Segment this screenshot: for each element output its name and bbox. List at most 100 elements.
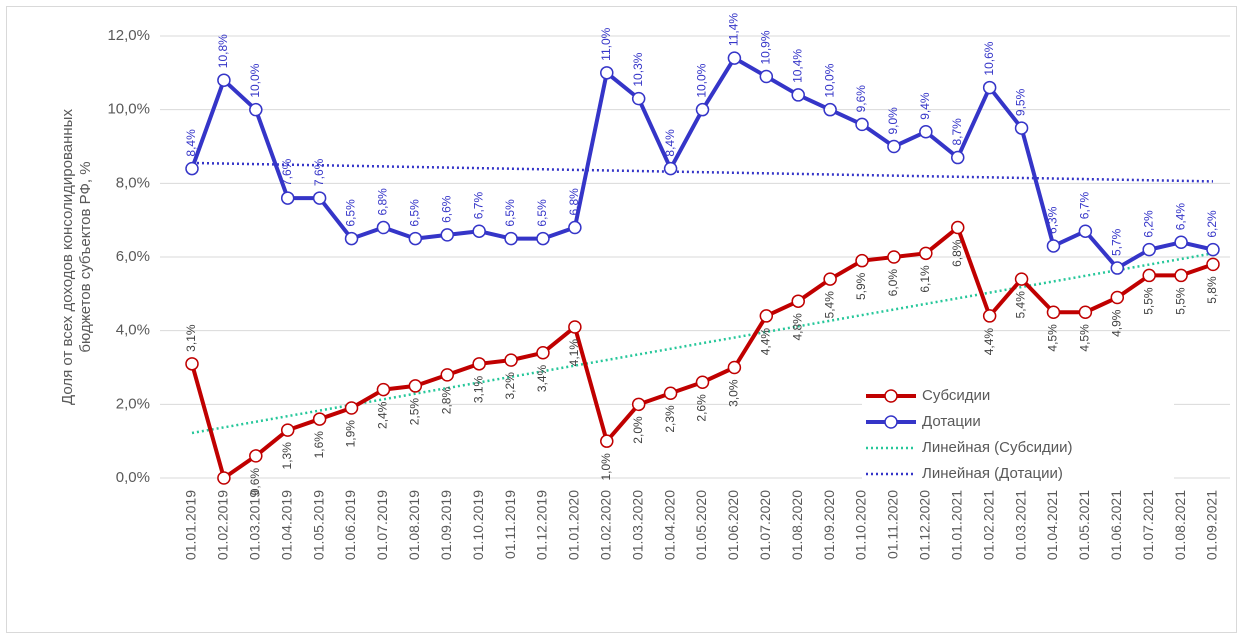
marker (951, 220, 965, 235)
x-tick-label: 01.07.2019 (374, 490, 390, 560)
marker (791, 294, 805, 308)
data-label: 3,2% (503, 372, 517, 400)
marker (1046, 305, 1061, 319)
data-label: 9,0% (886, 107, 900, 135)
legend-marker (884, 415, 898, 429)
marker (568, 320, 582, 334)
data-label: 11,4% (727, 13, 741, 46)
x-tick-label: 01.01.2020 (566, 490, 582, 560)
marker (727, 360, 742, 375)
marker (759, 309, 774, 323)
marker (376, 382, 391, 397)
data-label: 4,8% (790, 313, 804, 341)
data-label: 6,1% (918, 265, 932, 293)
x-tick-label: 01.03.2021 (1012, 490, 1028, 560)
marker (280, 191, 295, 205)
data-label: 2,6% (695, 394, 709, 422)
marker (982, 309, 997, 323)
marker (312, 412, 327, 426)
marker (472, 224, 486, 238)
x-tick-label: 01.01.2019 (183, 490, 199, 560)
y-axis-label: бюджетов субъектов РФ, % (77, 161, 94, 352)
x-tick-label: 01.02.2021 (980, 490, 996, 560)
marker (1174, 268, 1188, 283)
marker (1206, 257, 1220, 272)
x-tick-label: 01.12.2020 (917, 490, 933, 560)
data-label: 6,8% (567, 188, 581, 216)
marker (919, 246, 933, 261)
data-label: 4,4% (982, 328, 996, 356)
data-label: 1,9% (344, 420, 358, 448)
legend-label: Дотации (922, 413, 981, 430)
marker (663, 161, 678, 176)
marker (663, 386, 678, 401)
data-label: 5,4% (1014, 291, 1028, 319)
marker (408, 231, 423, 246)
marker (1206, 242, 1220, 257)
data-label: 6,5% (408, 199, 422, 227)
data-label: 3,4% (535, 364, 549, 392)
data-label: 5,8% (1205, 276, 1219, 304)
x-tick-label: 01.10.2020 (853, 490, 869, 560)
x-tick-label: 01.09.2021 (1204, 490, 1220, 560)
marker (1142, 268, 1156, 283)
x-tick-label: 01.02.2020 (597, 490, 613, 560)
marker (695, 102, 710, 117)
data-label: 6,7% (471, 192, 485, 220)
marker (1078, 305, 1093, 319)
marker (631, 397, 646, 412)
data-label: 4,5% (1046, 324, 1060, 352)
y-tick-label: 10,0% (107, 101, 150, 118)
data-label: 6,5% (503, 199, 517, 227)
data-label: 2,5% (408, 398, 422, 426)
data-label: 6,2% (1141, 210, 1155, 238)
data-label: 0,6% (248, 468, 262, 496)
data-label: 6,2% (1205, 210, 1219, 238)
marker (1174, 235, 1188, 250)
data-label: 5,5% (1141, 287, 1155, 315)
x-tick-label: 01.01.2021 (948, 490, 964, 560)
marker (536, 231, 550, 246)
marker (185, 161, 199, 176)
y-tick-label: 12,0% (107, 27, 150, 44)
x-tick-label: 01.02.2019 (215, 490, 231, 560)
x-tick-label: 01.06.2019 (342, 490, 358, 560)
marker (344, 401, 359, 415)
data-label: 6,5% (535, 199, 549, 227)
data-label: 8,7% (950, 118, 964, 146)
data-label: 10,3% (631, 52, 645, 86)
data-label: 2,0% (631, 416, 645, 444)
x-tick-label: 01.04.2020 (661, 490, 677, 560)
y-tick-label: 4,0% (116, 322, 150, 339)
data-label: 4,9% (1109, 309, 1123, 337)
marker (855, 253, 869, 268)
data-label: 6,0% (886, 269, 900, 297)
marker (1110, 290, 1125, 305)
data-label: 3,1% (184, 324, 198, 352)
data-label: 5,7% (1109, 228, 1123, 256)
marker (536, 346, 550, 360)
data-label: 10,8% (216, 34, 230, 68)
x-tick-label: 01.09.2020 (821, 490, 837, 560)
x-tick-label: 01.12.2019 (534, 490, 550, 560)
legend-label: Линейная (Субсидии) (922, 439, 1072, 456)
marker (1046, 239, 1061, 253)
data-label: 9,4% (918, 92, 932, 120)
data-label: 3,1% (471, 375, 485, 403)
legend: Субсидии Дотации Линейная (Субсидии) Линейн… (862, 382, 1174, 490)
x-tick-label: 01.05.2021 (1076, 490, 1092, 560)
data-label: 2,3% (663, 405, 677, 433)
x-tick-label: 01.04.2021 (1044, 490, 1060, 560)
x-tick-label: 01.03.2019 (247, 490, 263, 560)
data-label: 3,0% (727, 379, 741, 407)
x-tick-label: 01.11.2020 (885, 490, 901, 559)
data-label: 9,5% (1014, 88, 1028, 116)
legend-marker (884, 389, 898, 403)
legend-label: Субсидии (922, 387, 990, 404)
marker (982, 80, 997, 95)
marker (1078, 224, 1093, 238)
x-tick-label: 01.05.2020 (693, 490, 709, 560)
x-tick-label: 01.08.2019 (406, 490, 422, 560)
marker (855, 117, 869, 132)
